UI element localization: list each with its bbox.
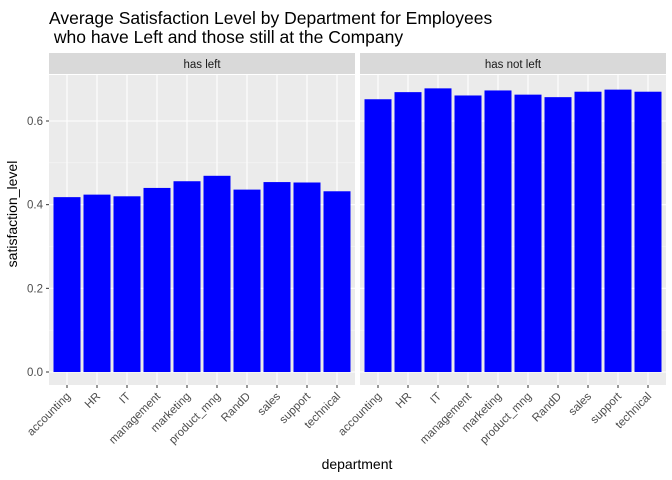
x-tick-label: IT	[117, 391, 133, 407]
y-tick-label: 0.0	[27, 367, 43, 379]
x-tick-label: accounting	[336, 391, 384, 439]
y-tick-label: 0.4	[27, 200, 44, 212]
chart-title-line-2: who have Left and those still at the Com…	[49, 27, 403, 47]
bar-technical	[634, 91, 662, 372]
x-tick-label: RandD	[530, 391, 564, 425]
bar-IT	[113, 196, 141, 372]
x-tick-label: HR	[83, 391, 103, 411]
bar-technical	[323, 191, 351, 372]
y-axis-title: satisfaction_level	[4, 161, 20, 268]
x-tick-label: management	[107, 390, 164, 447]
bar-HR	[394, 92, 422, 372]
bar-IT	[424, 88, 452, 373]
y-tick-label: 0.6	[27, 116, 43, 128]
facet-strip-label: has left	[183, 59, 221, 71]
bar-product_mng	[203, 175, 231, 372]
bar-accounting	[53, 197, 81, 372]
bar-marketing	[173, 181, 201, 372]
bar-management	[454, 95, 482, 373]
x-tick-label: IT	[428, 391, 444, 407]
bar-management	[143, 187, 171, 372]
x-tick-label: sales	[567, 390, 595, 418]
y-tick-label: 0.2	[27, 283, 43, 295]
bar-accounting	[364, 99, 392, 372]
x-tick-label: RandD	[219, 391, 253, 425]
bar-RandD	[544, 97, 572, 372]
x-tick-label: management	[418, 390, 475, 447]
bar-product_mng	[514, 94, 542, 373]
facet-strip	[360, 53, 666, 74]
facet-strip	[49, 53, 355, 74]
x-tick-label: sales	[256, 390, 284, 418]
bar-HR	[83, 194, 111, 372]
x-axis-title: department	[322, 456, 393, 472]
bar-marketing	[484, 90, 512, 372]
bar-sales	[574, 91, 602, 372]
x-tick-label: accounting	[25, 391, 73, 439]
bar-sales	[263, 182, 291, 372]
bar-RandD	[233, 189, 261, 372]
x-tick-label: HR	[394, 391, 414, 411]
facet-strip-label: has not left	[485, 59, 542, 71]
y-axis: 0.0 0.2 0.4 0.6	[27, 116, 49, 379]
chart-title-line-1: Average Satisfaction Level by Department…	[49, 8, 492, 28]
bar-support	[293, 182, 321, 372]
bar-support	[604, 89, 632, 372]
